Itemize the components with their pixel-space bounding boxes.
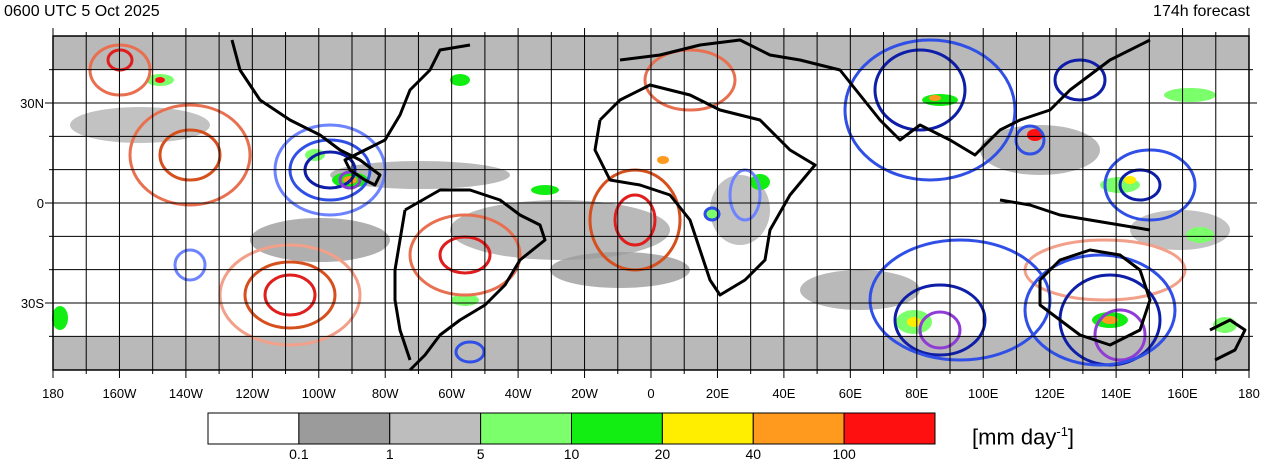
colorbar-swatch	[661, 412, 754, 445]
lon-label: 160W	[102, 386, 137, 401]
colorbar-tick-label: 1	[385, 446, 394, 462]
lon-label: 120E	[1034, 386, 1065, 401]
lon-label: 40W	[505, 386, 532, 401]
colorbar-swatch	[298, 412, 391, 445]
colorbar-swatch	[571, 412, 663, 445]
lon-label: 40E	[772, 386, 795, 401]
colorbar-swatch	[207, 412, 300, 445]
lon-label: 180	[42, 386, 64, 401]
colorbar-tick-label: 10	[563, 446, 580, 462]
valid-time-label: 0600 UTC 5 Oct 2025	[4, 3, 160, 20]
colorbar-tick-label: 5	[476, 446, 485, 462]
lon-label: 100E	[968, 386, 999, 401]
longitude-labels: 180 160W 140W 120W 100W 80W 60W 40W 20W 0 20E 40E 60…	[42, 386, 1260, 401]
lon-label: 140W	[169, 386, 204, 401]
lon-label: 80W	[372, 386, 399, 401]
lon-label: 160E	[1167, 386, 1198, 401]
lon-label: 20E	[706, 386, 729, 401]
lon-label: 60E	[839, 386, 862, 401]
lon-label: 0	[647, 386, 654, 401]
lon-label: 100W	[302, 386, 337, 401]
lat-label: 30S	[21, 296, 44, 311]
units-exponent: -1	[1056, 424, 1068, 439]
lat-label: 0	[37, 196, 44, 211]
latitude-labels: 30N 0 30S	[20, 96, 44, 311]
colorbar-tick-label: 40	[745, 446, 762, 462]
colorbar-tick-label: 100	[832, 446, 856, 462]
colorbar-swatch	[752, 412, 845, 445]
lon-label: 60W	[438, 386, 465, 401]
axis-ticks	[45, 28, 1257, 378]
graticule	[53, 36, 1249, 370]
lon-label: 140E	[1101, 386, 1132, 401]
colorbar-tick-label: 20	[654, 446, 671, 462]
colorbar-swatch	[480, 412, 572, 445]
lon-label: 80E	[905, 386, 928, 401]
forecast-lead-label: 174h forecast	[1153, 3, 1250, 20]
lon-label: 20W	[571, 386, 598, 401]
units-label: [mm day-1]	[972, 424, 1074, 450]
lon-label: 180	[1238, 386, 1260, 401]
colorbar	[207, 412, 936, 445]
colorbar-swatch	[843, 412, 936, 445]
lon-label: 120W	[235, 386, 270, 401]
colorbar-swatch	[389, 412, 482, 445]
units-text: [mm day	[972, 424, 1057, 450]
lat-label: 30N	[20, 96, 44, 111]
colorbar-tick-label: 0.1	[289, 446, 309, 462]
units-bracket: ]	[1067, 424, 1075, 450]
